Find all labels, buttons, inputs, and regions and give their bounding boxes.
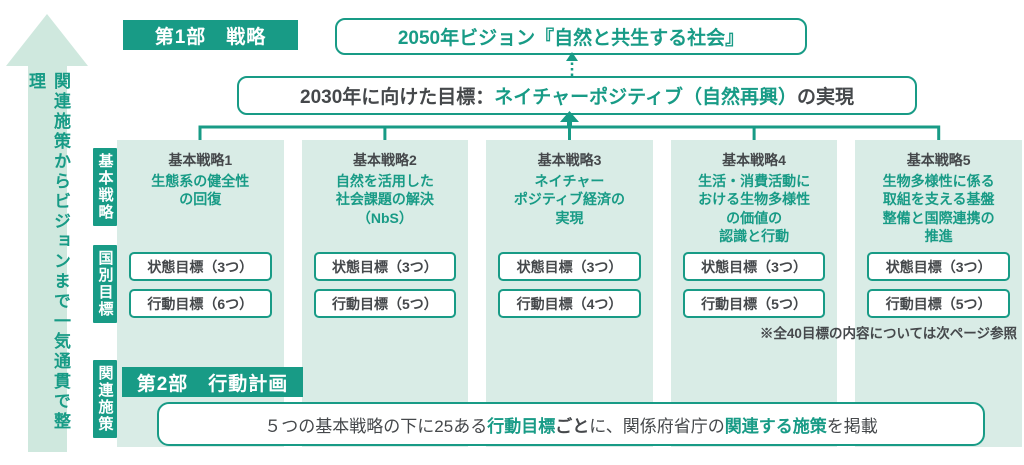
- vision-2050-box: 2050年ビジョン『自然と共生する社会』: [335, 18, 807, 55]
- part2-banner: 第2部 行動計画: [122, 367, 303, 397]
- action-goal-box: 行動目標（5つ）: [867, 289, 1010, 318]
- goal-2030-suffix: の実現: [796, 87, 854, 108]
- strategy-body: 生物多様性に係る 取組を支える基盤 整備と国際連携の 推進: [882, 173, 995, 245]
- strategy-column-4: 基本戦略4 生活・消費活動に おける生物多様性 の価値の 認識と行動 状態目標（…: [670, 140, 838, 447]
- strategy-title: 基本戦略1: [168, 152, 233, 168]
- strategy-title: 基本戦略2: [352, 152, 417, 168]
- goal-2030-highlight: ネイチャーポジティブ（自然再興）: [494, 87, 797, 108]
- strategy-column-1: 基本戦略1 生態系の健全性 の回復 状態目標（3つ） 行動目標（6つ）: [117, 140, 284, 447]
- action-plan-text-1: ５つの基本戦略の下に25ある: [264, 416, 488, 436]
- left-arrow-caption: 関連施策からビジョンまで一気通貫で整理: [26, 72, 70, 432]
- strategy-body: ネイチャー ポジティブ経済の 実現: [513, 173, 626, 226]
- dotted-up-arrow-icon: [566, 52, 578, 76]
- action-plan-bold-1: ごと: [555, 416, 590, 436]
- strategy-body: 生態系の健全性 の回復: [151, 173, 250, 208]
- side-label-related-measures: 関連施策: [93, 360, 117, 438]
- action-plan-highlight-2: 関連する施策: [724, 416, 827, 436]
- part1-banner: 第1部 戦略: [123, 20, 298, 50]
- action-plan-highlight-1: 行動目標: [487, 416, 556, 436]
- action-plan-box: ５つの基本戦略の下に25ある 行動目標 ごと に、関係府省庁の 関連する施策 を掲載: [157, 402, 985, 446]
- side-label-national-targets: 国別目標: [93, 245, 117, 323]
- strategy-body: 生活・消費活動に おける生物多様性 の価値の 認識と行動: [698, 173, 811, 245]
- action-plan-text-3: を掲載: [826, 416, 878, 436]
- state-goal-box: 状態目標（3つ）: [129, 252, 272, 281]
- strategy-title: 基本戦略3: [537, 152, 602, 168]
- strategy-columns: 基本戦略1 生態系の健全性 の回復 状態目標（3つ） 行動目標（6つ） 基本戦略…: [117, 140, 1022, 447]
- strategy-column-5: 基本戦略5 生物多様性に係る 取組を支える基盤 整備と国際連携の 推進 状態目標…: [855, 140, 1022, 447]
- strategy-body: 自然を活用した 社会課題の解決 （NbS）: [335, 173, 434, 226]
- strategy-column-3: 基本戦略3 ネイチャー ポジティブ経済の 実現 状態目標（3つ） 行動目標（4つ…: [486, 140, 653, 447]
- action-goal-box: 行動目標（5つ）: [682, 289, 826, 318]
- strategy-title: 基本戦略4: [722, 152, 786, 168]
- up-arrow-shape: [6, 14, 88, 452]
- state-goal-box: 状態目標（3つ）: [313, 252, 457, 281]
- state-goal-box: 状態目標（3つ）: [867, 252, 1010, 281]
- action-plan-text-2: に、関係府省庁の: [589, 416, 725, 436]
- strategy-title: 基本戦略5: [906, 152, 971, 168]
- side-label-basic-strategies: 基本戦略: [93, 148, 117, 226]
- goal-2030-prefix: 2030年に向けた目標：: [300, 87, 495, 108]
- bracket-connector: [198, 111, 941, 141]
- strategy-column-2: 基本戦略2 自然を活用した 社会課題の解決 （NbS） 状態目標（3つ） 行動目…: [301, 140, 469, 447]
- goal-2030-box: 2030年に向けた目標： ネイチャーポジティブ（自然再興） の実現: [237, 76, 917, 115]
- action-goal-box: 行動目標（6つ）: [129, 289, 272, 318]
- state-goal-box: 状態目標（3つ）: [682, 252, 826, 281]
- action-goal-box: 行動目標（5つ）: [313, 289, 457, 318]
- footnote: ※全40目標の内容については次ページ参照: [759, 326, 1017, 341]
- action-goal-box: 行動目標（4つ）: [498, 289, 641, 318]
- state-goal-box: 状態目標（3つ）: [498, 252, 641, 281]
